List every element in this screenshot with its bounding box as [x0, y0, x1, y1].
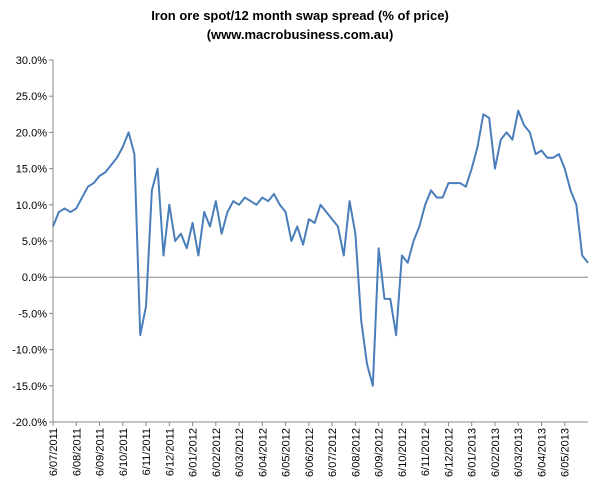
x-tick-label: 6/04/2013 [536, 428, 548, 477]
data-line [52, 109, 589, 387]
x-tick-label: 6/08/2012 [350, 428, 362, 477]
x-tick-label: 6/02/2013 [490, 428, 502, 477]
y-tick-label: 0.0% [22, 272, 47, 284]
chart-title: Iron ore spot/12 month swap spread (% of… [151, 8, 449, 23]
y-tick-label: -15.0% [12, 381, 47, 393]
x-tick-label: 6/03/2013 [513, 428, 525, 477]
y-tick-label: -20.0% [12, 417, 47, 429]
x-tick-label: 6/09/2012 [374, 428, 386, 477]
x-tick-label: 6/10/2012 [397, 428, 409, 477]
y-tick-label: 15.0% [16, 164, 47, 176]
y-tick-label: 30.0% [16, 55, 47, 67]
x-tick-label: 6/07/2012 [327, 428, 339, 477]
x-tick-label: 6/06/2012 [304, 428, 316, 477]
x-tick-label: 6/05/2012 [281, 428, 293, 477]
x-tick-label: 6/02/2012 [211, 428, 223, 477]
y-tick-label: -5.0% [18, 308, 47, 320]
y-tick-label: -10.0% [12, 345, 47, 357]
x-tick-label: 6/12/2011 [164, 428, 176, 476]
x-tick-label: 6/05/2013 [560, 428, 572, 477]
y-tick-label: 20.0% [16, 127, 47, 139]
y-tick-label: 10.0% [16, 200, 47, 212]
x-tick-label: 6/07/2011 [48, 428, 60, 476]
x-tick-label: 6/09/2011 [95, 428, 107, 476]
x-tick-label: 6/01/2012 [188, 428, 200, 477]
x-tick-label: 6/01/2013 [467, 428, 479, 477]
x-tick-label: 6/10/2011 [118, 428, 130, 476]
y-tick-label: 5.0% [22, 236, 47, 248]
x-tick-label: 6/12/2012 [443, 428, 455, 477]
x-tick-label: 6/08/2011 [71, 428, 83, 476]
x-tick-label: 6/04/2012 [257, 428, 269, 477]
x-tick-label: 6/03/2012 [234, 428, 246, 477]
y-tick-label: 25.0% [16, 91, 47, 103]
chart-subtitle: (www.macrobusiness.com.au) [207, 27, 394, 42]
x-tick-label: 6/11/2012 [420, 428, 432, 476]
x-tick-label: 6/11/2011 [141, 428, 153, 475]
